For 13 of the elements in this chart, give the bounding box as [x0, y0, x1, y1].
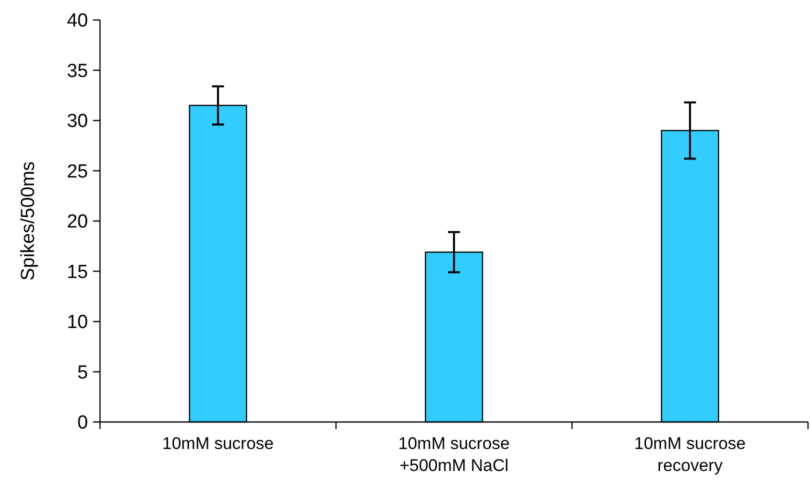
y-tick-label: 10 — [66, 312, 88, 334]
y-tick-label: 20 — [66, 212, 88, 233]
y-tick-label: 15 — [66, 262, 88, 283]
x-tick-label: 10mM sucrose +500mM NaCl — [398, 434, 510, 475]
y-tick-label: 40 — [66, 10, 88, 32]
y-tick-label: 5 — [77, 362, 88, 384]
x-tick-label: 10mM sucrose — [162, 434, 274, 453]
y-tick-label: 25 — [66, 161, 88, 182]
x-tick-label: 10mM sucrose recovery — [634, 434, 746, 475]
y-tick-label: 0 — [77, 412, 88, 434]
y-tick-label: 30 — [66, 111, 88, 132]
y-tick-label: 35 — [66, 60, 88, 82]
y-axis-title: Spikes/500ms — [18, 161, 39, 281]
